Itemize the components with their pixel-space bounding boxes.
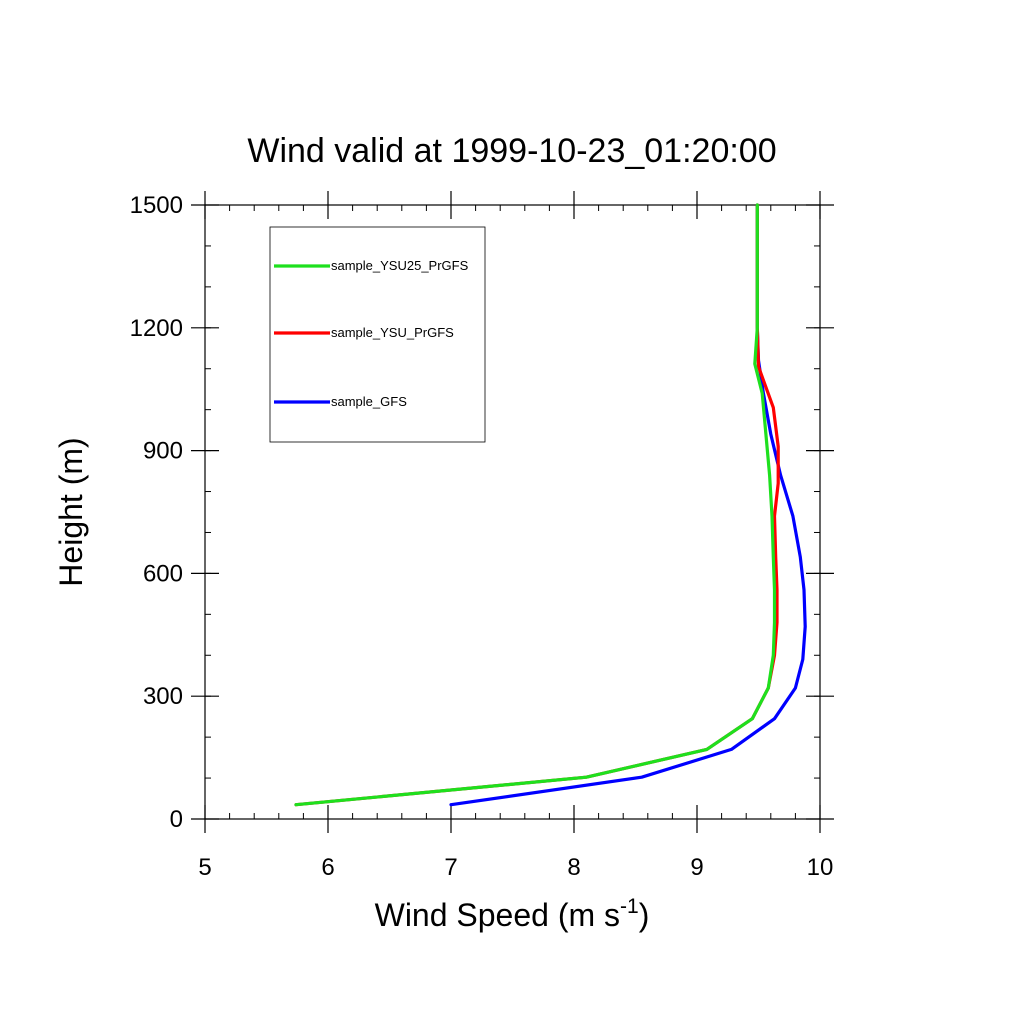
legend: sample_YSU25_PrGFS sample_YSU_PrGFSsample… xyxy=(269,226,486,443)
plot-frame xyxy=(204,204,821,820)
x-axis-label-main: Wind Speed (m s xyxy=(375,897,620,933)
y-tick-label: 600 xyxy=(143,560,183,587)
x-tick-label: 10 xyxy=(807,854,834,881)
x-tick-label: 8 xyxy=(567,854,580,881)
x-axis-label-tail: ) xyxy=(639,897,650,933)
series-line-sample_YSU25_PrGFS xyxy=(294,203,777,807)
y-tick-label: 1200 xyxy=(130,315,183,342)
series-layer xyxy=(294,203,807,807)
series-line-sample_GFS xyxy=(449,203,807,807)
legend-box xyxy=(269,226,486,443)
x-tick-label: 9 xyxy=(690,854,703,881)
y-tick-label: 1500 xyxy=(130,192,183,219)
legend-label: sample_YSU_PrGFS xyxy=(331,325,454,340)
y-tick-label: 900 xyxy=(143,438,183,465)
y-tick-label: 300 xyxy=(143,683,183,710)
x-tick-label: 5 xyxy=(198,854,211,881)
y-tick-label: 0 xyxy=(170,806,183,833)
legend-label: sample_GFS xyxy=(331,394,407,409)
series-line-sample_YSU_PrGFS xyxy=(294,203,780,807)
axis-ticks: 5 6 7 8 9 10 0 300 600 900 1200 1500 xyxy=(130,191,834,881)
x-axis-label-superscript: -1 xyxy=(620,895,639,918)
x-tick-label: 6 xyxy=(321,854,334,881)
y-axis-label: Height (m) xyxy=(53,437,89,586)
plot-area: 5 6 7 8 9 10 0 300 600 900 1200 1500 xyxy=(130,191,834,881)
x-tick-label: 7 xyxy=(444,854,457,881)
chart-title: Wind valid at 1999-10-23_01:20:00 xyxy=(247,132,776,170)
legend-label: sample_YSU25_PrGFS xyxy=(331,258,469,273)
x-axis-label: Wind Speed (m s-1) xyxy=(375,895,650,933)
